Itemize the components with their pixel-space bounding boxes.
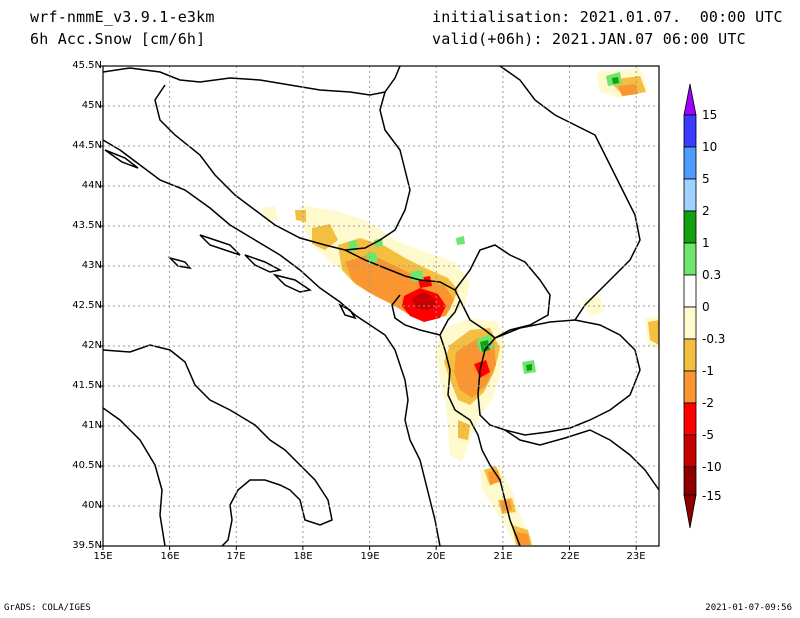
lat-label: 42.5N: [72, 300, 102, 311]
lon-label: 20E: [426, 551, 446, 562]
lat-label: 45.5N: [72, 60, 102, 71]
colorbar-label: -10: [702, 460, 722, 474]
colorbar-swatch: [683, 306, 697, 340]
model-name: wrf-nmmE_v3.9.1-e3km: [30, 8, 215, 26]
colorbar-label: 0: [702, 300, 710, 314]
lat-label: 39.5N: [72, 540, 102, 551]
footer-timestamp: 2021-01-07-09:56: [705, 603, 792, 613]
colorbar-label: -0.3: [702, 332, 726, 346]
lon-label: 22E: [560, 551, 580, 562]
lat-label: 44.5N: [72, 140, 102, 151]
colorbar-swatch: [683, 178, 697, 212]
axis-ticks: [99, 65, 637, 550]
colorbar-swatch: [683, 402, 697, 436]
coastlines-borders: [103, 66, 659, 546]
footer-credit: GrADS: COLA/IGES: [4, 603, 91, 613]
valid-time: valid(+06h): 2021.JAN.07 06:00 UTC: [432, 30, 746, 48]
lon-label: 23E: [626, 551, 646, 562]
colorbar: [683, 83, 697, 529]
lat-label: 40.5N: [72, 460, 102, 471]
colorbar-label: 2: [702, 204, 710, 218]
lat-label: 44N: [81, 180, 102, 191]
lon-label: 17E: [226, 551, 246, 562]
map-frame: [102, 65, 660, 547]
init-time: initialisation: 2021.01.07. 00:00 UTC: [432, 8, 783, 26]
colorbar-swatch: [683, 242, 697, 276]
colorbar-swatch: [683, 210, 697, 244]
colorbar-swatch: [683, 434, 697, 468]
colorbar-swatch: [683, 274, 697, 308]
lat-label: 43N: [81, 260, 102, 271]
field-name: 6h Acc.Snow [cm/6h]: [30, 30, 206, 48]
colorbar-top-arrow: [683, 83, 697, 116]
lon-label: 18E: [293, 551, 313, 562]
colorbar-bottom-arrow: [683, 494, 697, 529]
lat-label: 43.5N: [72, 220, 102, 231]
colorbar-label: 0.3: [702, 268, 722, 282]
colorbar-swatch: [683, 466, 697, 496]
colorbar-label: -5: [702, 428, 714, 442]
lat-label: 41.5N: [72, 380, 102, 391]
map-gridlines: [103, 66, 659, 546]
colorbar-label: -15: [702, 489, 722, 503]
colorbar-swatch: [683, 114, 697, 148]
colorbar-label: 15: [702, 108, 718, 122]
colorbar-label: -2: [702, 396, 714, 410]
lon-label: 19E: [360, 551, 380, 562]
lat-label: 45N: [81, 100, 102, 111]
lat-label: 42N: [81, 340, 102, 351]
lon-label: 21E: [493, 551, 513, 562]
lon-label: 15E: [93, 551, 113, 562]
lat-label: 40N: [81, 500, 102, 511]
colorbar-swatch: [683, 370, 697, 404]
colorbar-label: -1: [702, 364, 714, 378]
colorbar-swatch: [683, 146, 697, 180]
colorbar-label: 10: [702, 140, 718, 154]
colorbar-label: 1: [702, 236, 710, 250]
colorbar-swatch: [683, 338, 697, 372]
lon-label: 16E: [160, 551, 180, 562]
lat-label: 41N: [81, 420, 102, 431]
colorbar-label: 5: [702, 172, 710, 186]
